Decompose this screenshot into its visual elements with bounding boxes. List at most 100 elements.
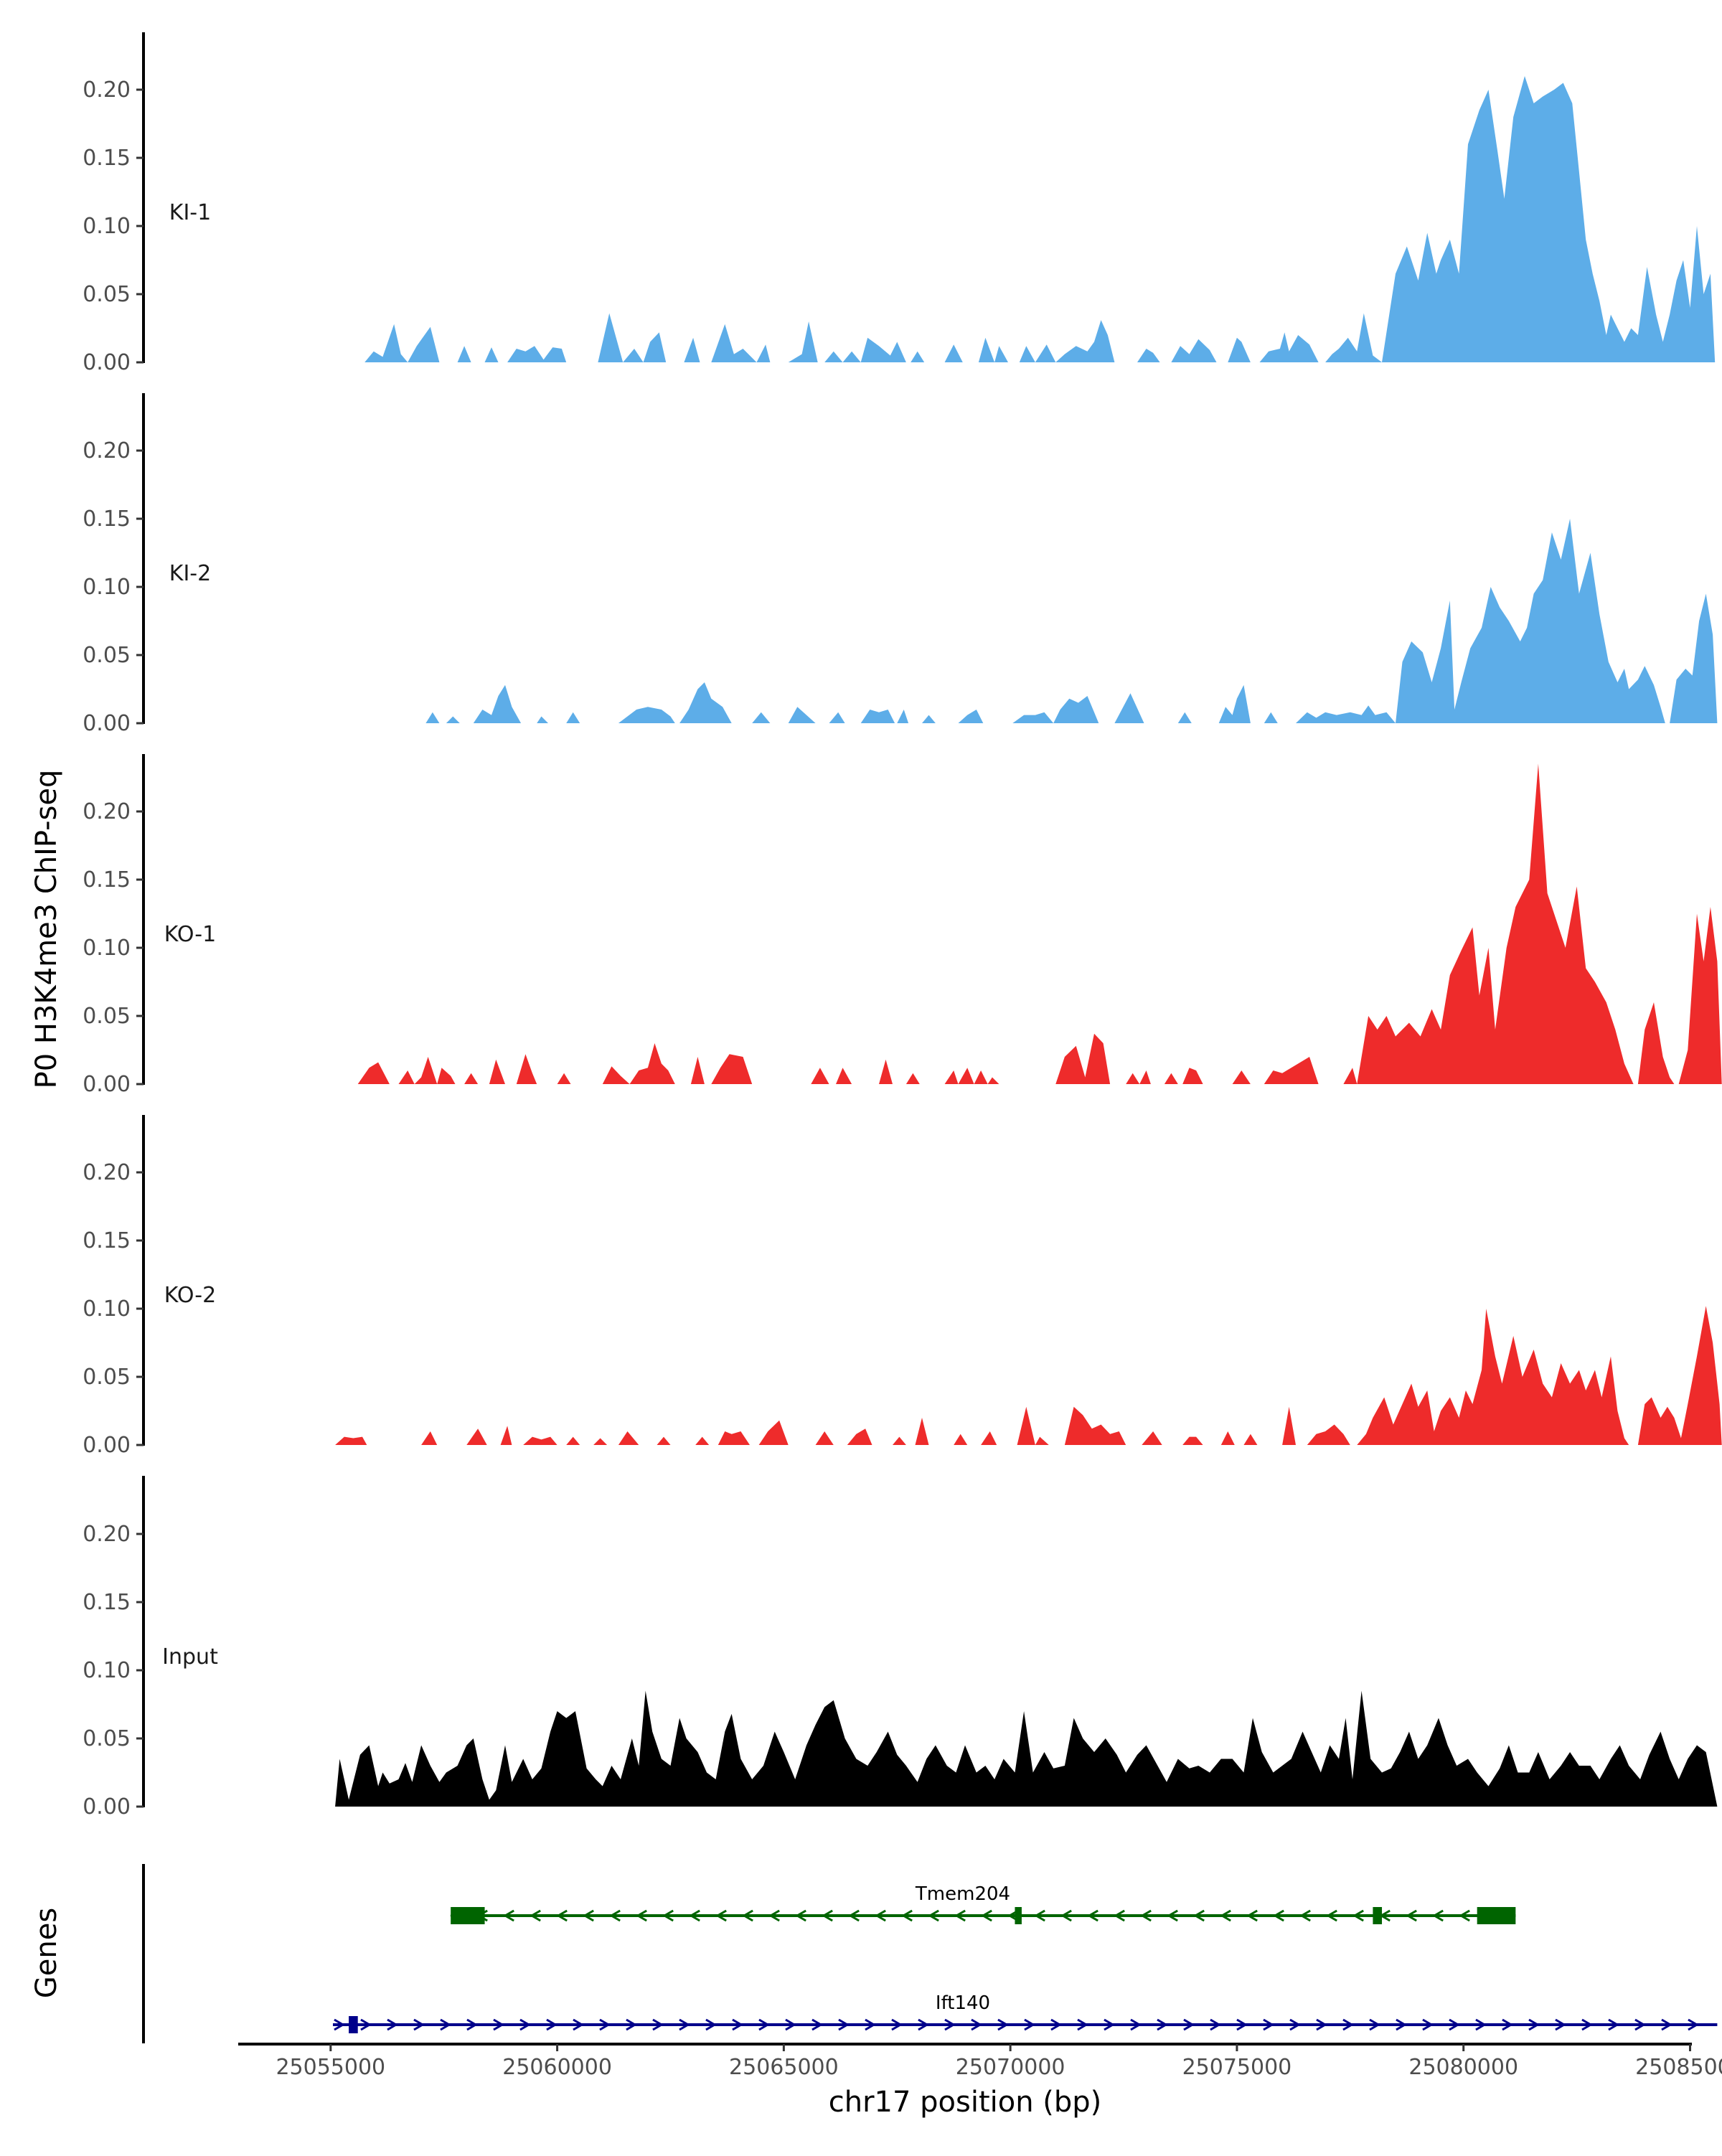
strand-chevron bbox=[1140, 1909, 1152, 1922]
exon-block bbox=[1015, 1907, 1022, 1924]
x-tick-label: 25085000 bbox=[1635, 2055, 1722, 2080]
strand-chevron bbox=[1432, 1909, 1444, 1922]
strand-chevron bbox=[971, 2018, 982, 2031]
genes-axis-title: Genes bbox=[30, 1908, 63, 1998]
y-tick-label: 0.20 bbox=[83, 438, 131, 463]
y-tick-label: 0.20 bbox=[83, 1522, 131, 1547]
y-tick-label: 0.15 bbox=[83, 867, 131, 893]
exon-block bbox=[451, 1907, 485, 1924]
strand-chevron bbox=[1263, 2018, 1274, 2031]
y-tick-label: 0.20 bbox=[83, 1160, 131, 1185]
coverage-area-ki-2 bbox=[425, 519, 1718, 723]
y-tick-label: 0.05 bbox=[83, 643, 131, 668]
strand-chevron bbox=[758, 2018, 770, 2031]
track-label: KI-2 bbox=[169, 561, 211, 586]
y-axis-title: P0 H3K4me3 ChIP-seq bbox=[30, 770, 63, 1089]
strand-chevron bbox=[1299, 1909, 1311, 1922]
strand-chevron bbox=[875, 1909, 886, 1922]
plot-layer: 0.00 0.05 0.10 0.15 0.20 KI-1 0.00 0.05 0.10 0.15… bbox=[83, 32, 1722, 2080]
y-tick-label: 0.05 bbox=[83, 1004, 131, 1029]
coverage-area-input bbox=[335, 1690, 1718, 1807]
strand-chevron bbox=[503, 1909, 514, 1922]
strand-chevron bbox=[1077, 2018, 1088, 2031]
strand-chevron bbox=[1050, 2018, 1062, 2031]
strand-chevron bbox=[1661, 2018, 1672, 2031]
strand-chevron bbox=[1060, 1909, 1072, 1922]
strand-chevron bbox=[901, 1909, 913, 1922]
strand-chevron bbox=[360, 2018, 372, 2031]
strand-chevron bbox=[1688, 2018, 1699, 2031]
strand-chevron bbox=[1210, 2018, 1221, 2031]
y-tick-label: 0.05 bbox=[83, 282, 131, 307]
strand-chevron bbox=[1406, 1909, 1417, 1922]
strand-chevron bbox=[705, 2018, 717, 2031]
strand-chevron bbox=[1316, 2018, 1327, 2031]
coverage-area-ko-2 bbox=[335, 1306, 1722, 1445]
strand-chevron bbox=[530, 1909, 541, 1922]
strand-chevron bbox=[865, 2018, 876, 2031]
strand-chevron bbox=[662, 1909, 674, 1922]
strand-chevron bbox=[742, 1909, 753, 1922]
strand-chevron bbox=[413, 2018, 425, 2031]
y-tick-label: 0.05 bbox=[83, 1726, 131, 1751]
strand-chevron bbox=[918, 2018, 929, 2031]
y-tick-label: 0.00 bbox=[83, 1794, 131, 1820]
strand-chevron bbox=[732, 2018, 743, 2031]
strand-chevron bbox=[583, 1909, 594, 1922]
strand-chevron bbox=[1608, 2018, 1619, 2031]
strand-chevron bbox=[440, 2018, 451, 2031]
strand-chevron bbox=[1326, 1909, 1337, 1922]
exon-block bbox=[1477, 1907, 1516, 1924]
track-label: KO-1 bbox=[164, 922, 216, 947]
strand-chevron bbox=[1246, 1909, 1258, 1922]
exon-block bbox=[349, 2016, 358, 2033]
gene-name: Tmem204 bbox=[915, 1883, 1010, 1905]
y-tick-label: 0.05 bbox=[83, 1365, 131, 1390]
x-tick-label: 25065000 bbox=[729, 2055, 839, 2080]
strand-chevron bbox=[838, 2018, 850, 2031]
strand-chevron bbox=[954, 1909, 966, 1922]
strand-chevron bbox=[652, 2018, 664, 2031]
strand-chevron bbox=[626, 2018, 637, 2031]
y-tick-label: 0.10 bbox=[83, 575, 131, 600]
strand-chevron bbox=[689, 1909, 700, 1922]
strand-chevron bbox=[573, 2018, 584, 2031]
strand-chevron bbox=[679, 2018, 690, 2031]
strand-chevron bbox=[1183, 2018, 1195, 2031]
strand-chevron bbox=[1555, 2018, 1566, 2031]
x-tick-label: 25055000 bbox=[276, 2055, 385, 2080]
strand-chevron bbox=[1581, 2018, 1593, 2031]
strand-chevron bbox=[848, 1909, 860, 1922]
y-tick-label: 0.10 bbox=[83, 214, 131, 239]
strand-chevron bbox=[1087, 1909, 1098, 1922]
strand-chevron bbox=[1220, 1909, 1231, 1922]
strand-chevron bbox=[981, 1909, 992, 1922]
strand-chevron bbox=[1289, 2018, 1301, 2031]
strand-chevron bbox=[519, 2018, 531, 2031]
y-tick-label: 0.20 bbox=[83, 799, 131, 824]
strand-chevron bbox=[715, 1909, 727, 1922]
strand-chevron bbox=[636, 1909, 647, 1922]
coverage-area-ki-1 bbox=[364, 76, 1716, 362]
strand-chevron bbox=[1634, 2018, 1646, 2031]
strand-chevron bbox=[1528, 2018, 1540, 2031]
strand-chevron bbox=[1352, 1909, 1364, 1922]
x-tick-label: 25080000 bbox=[1408, 2055, 1518, 2080]
strand-chevron bbox=[811, 2018, 823, 2031]
y-tick-label: 0.15 bbox=[83, 1590, 131, 1615]
track-label: KI-1 bbox=[169, 200, 211, 225]
strand-chevron bbox=[1342, 2018, 1354, 2031]
strand-chevron bbox=[1422, 2018, 1434, 2031]
strand-chevron bbox=[556, 1909, 568, 1922]
x-tick-label: 25060000 bbox=[502, 2055, 612, 2080]
track-label: Input bbox=[162, 1644, 218, 1670]
y-tick-label: 0.00 bbox=[83, 1433, 131, 1458]
strand-chevron bbox=[928, 1909, 939, 1922]
y-tick-label: 0.00 bbox=[83, 350, 131, 375]
strand-chevron bbox=[785, 2018, 796, 2031]
strand-chevron bbox=[1236, 2018, 1248, 2031]
y-tick-label: 0.00 bbox=[83, 1072, 131, 1097]
strand-chevron bbox=[1502, 2018, 1513, 2031]
